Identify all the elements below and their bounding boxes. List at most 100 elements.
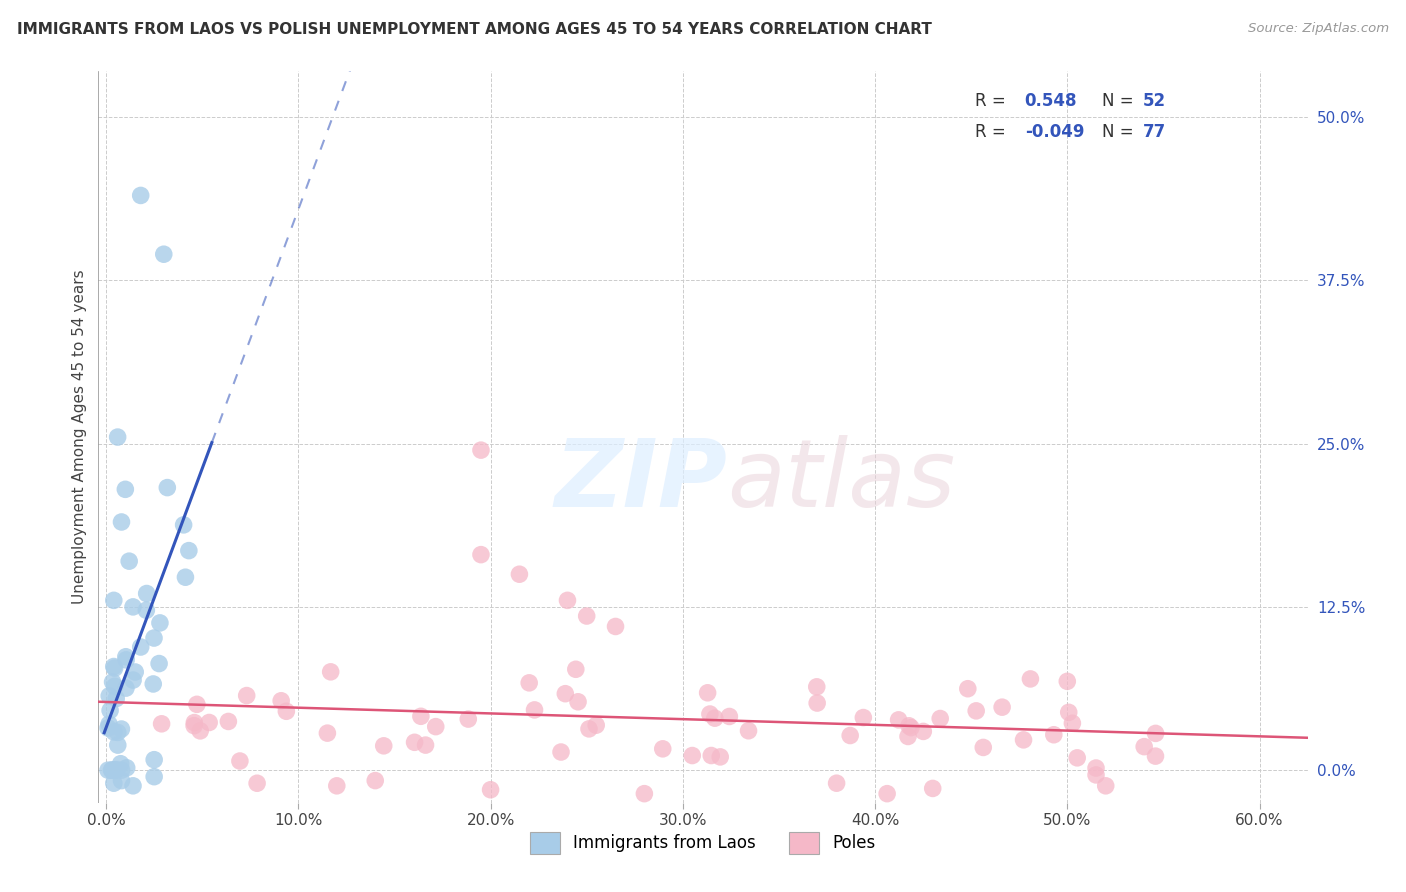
Point bbox=[567, 695, 589, 709]
Point bbox=[110, 722, 132, 736]
Point bbox=[1133, 739, 1156, 754]
Point bbox=[523, 703, 546, 717]
Legend: Immigrants from Laos, Poles: Immigrants from Laos, Poles bbox=[523, 826, 883, 860]
Point bbox=[319, 665, 342, 679]
Point bbox=[107, 430, 129, 444]
Point bbox=[122, 673, 145, 687]
Point bbox=[898, 719, 921, 733]
Text: R =: R = bbox=[976, 123, 1011, 141]
Point bbox=[114, 649, 136, 664]
Point bbox=[229, 754, 252, 768]
Point bbox=[876, 787, 898, 801]
Text: 52: 52 bbox=[1143, 93, 1166, 111]
Point bbox=[737, 723, 759, 738]
Point bbox=[887, 713, 910, 727]
Point bbox=[98, 689, 121, 703]
Point bbox=[839, 729, 862, 743]
Point bbox=[806, 696, 828, 710]
Point bbox=[972, 740, 994, 755]
Point bbox=[129, 188, 152, 202]
Point bbox=[912, 724, 935, 739]
Point bbox=[557, 593, 579, 607]
Point bbox=[1066, 751, 1088, 765]
Point bbox=[700, 748, 723, 763]
Point bbox=[101, 675, 124, 690]
Point bbox=[115, 653, 138, 667]
Point bbox=[703, 711, 725, 725]
Point bbox=[149, 615, 172, 630]
Point bbox=[1085, 761, 1108, 775]
Point bbox=[110, 756, 132, 771]
Point bbox=[235, 689, 257, 703]
Point bbox=[929, 712, 952, 726]
Point bbox=[103, 659, 125, 673]
Point bbox=[173, 517, 195, 532]
Point bbox=[585, 718, 607, 732]
Point bbox=[696, 686, 718, 700]
Point bbox=[1056, 674, 1078, 689]
Point bbox=[105, 763, 128, 777]
Point bbox=[124, 665, 146, 679]
Point bbox=[100, 763, 122, 777]
Point bbox=[1085, 768, 1108, 782]
Text: ZIP: ZIP bbox=[554, 435, 727, 527]
Point bbox=[900, 721, 922, 735]
Point bbox=[143, 753, 166, 767]
Point bbox=[1043, 728, 1066, 742]
Point bbox=[965, 704, 987, 718]
Point bbox=[897, 730, 920, 744]
Point bbox=[103, 776, 125, 790]
Point bbox=[118, 554, 141, 568]
Point bbox=[217, 714, 239, 729]
Point bbox=[565, 662, 588, 676]
Point bbox=[415, 738, 437, 752]
Text: N =: N = bbox=[1102, 93, 1139, 111]
Point bbox=[373, 739, 395, 753]
Text: R =: R = bbox=[976, 93, 1011, 111]
Point bbox=[246, 776, 269, 790]
Point bbox=[122, 599, 145, 614]
Point bbox=[135, 603, 157, 617]
Point bbox=[699, 706, 721, 721]
Point bbox=[681, 748, 703, 763]
Point bbox=[177, 543, 200, 558]
Point bbox=[104, 679, 127, 693]
Point bbox=[115, 681, 138, 695]
Point bbox=[150, 716, 173, 731]
Point bbox=[276, 704, 298, 718]
Point bbox=[115, 761, 138, 775]
Point bbox=[103, 593, 125, 607]
Text: N =: N = bbox=[1102, 123, 1139, 141]
Point bbox=[122, 779, 145, 793]
Point bbox=[554, 687, 576, 701]
Point bbox=[633, 787, 655, 801]
Text: IMMIGRANTS FROM LAOS VS POLISH UNEMPLOYMENT AMONG AGES 45 TO 54 YEARS CORRELATIO: IMMIGRANTS FROM LAOS VS POLISH UNEMPLOYM… bbox=[17, 22, 932, 37]
Point bbox=[718, 709, 741, 723]
Point bbox=[114, 483, 136, 497]
Point bbox=[409, 709, 432, 723]
Point bbox=[270, 694, 292, 708]
Point bbox=[470, 548, 492, 562]
Point bbox=[404, 735, 426, 749]
Point bbox=[709, 750, 731, 764]
Text: -0.049: -0.049 bbox=[1025, 123, 1084, 141]
Point bbox=[156, 481, 179, 495]
Text: 77: 77 bbox=[1143, 123, 1167, 141]
Point bbox=[575, 609, 598, 624]
Point bbox=[98, 717, 121, 731]
Point bbox=[470, 443, 492, 458]
Point bbox=[921, 781, 943, 796]
Point bbox=[991, 700, 1014, 714]
Point bbox=[1019, 672, 1042, 686]
Point bbox=[956, 681, 979, 696]
Point bbox=[97, 721, 120, 735]
Point bbox=[110, 773, 132, 788]
Point bbox=[605, 619, 627, 633]
Point bbox=[105, 691, 128, 706]
Point bbox=[186, 698, 208, 712]
Point bbox=[550, 745, 572, 759]
Point bbox=[517, 676, 540, 690]
Point bbox=[110, 763, 132, 777]
Point bbox=[825, 776, 848, 790]
Point bbox=[1062, 716, 1084, 731]
